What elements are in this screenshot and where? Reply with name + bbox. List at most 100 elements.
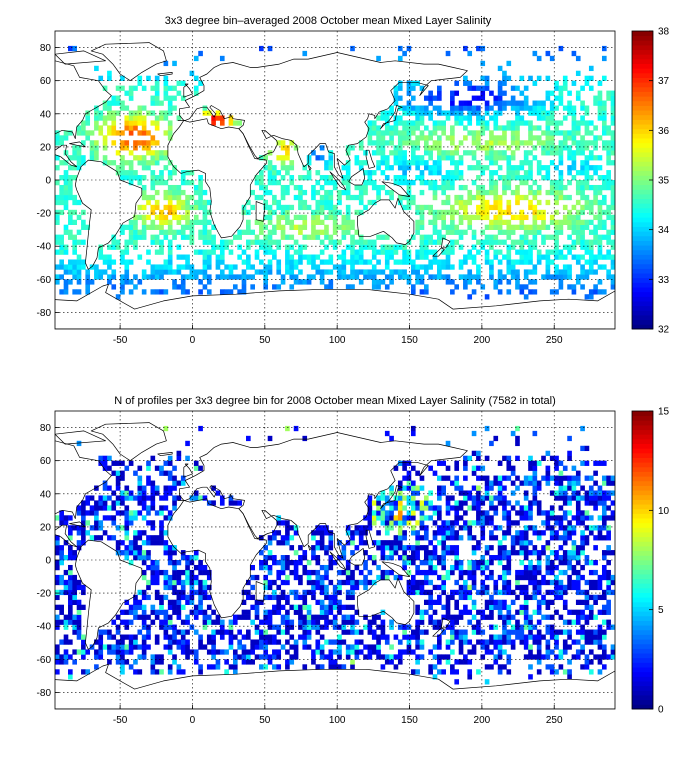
data-bin <box>324 550 329 556</box>
data-bin <box>428 649 433 655</box>
data-bin <box>441 224 446 230</box>
data-bin <box>371 199 377 206</box>
data-bin <box>467 294 473 300</box>
data-bin <box>523 614 529 620</box>
data-bin <box>419 264 425 270</box>
data-bin <box>471 579 477 586</box>
data-bin <box>562 535 568 541</box>
data-bin <box>293 569 299 576</box>
data-bin <box>458 490 464 496</box>
data-bin <box>450 135 455 141</box>
data-bin <box>328 214 334 221</box>
data-bin <box>354 525 360 531</box>
data-bin <box>55 535 60 541</box>
data-bin <box>510 545 516 551</box>
data-bin <box>150 564 156 571</box>
data-bin <box>150 540 156 546</box>
data-bin <box>406 45 412 52</box>
data-bin <box>280 279 286 285</box>
data-bin <box>324 604 329 610</box>
data-bin <box>172 475 177 481</box>
data-bin <box>575 90 581 96</box>
data-bin <box>285 535 290 541</box>
data-bin <box>610 654 615 660</box>
data-bin <box>445 199 451 206</box>
data-bin <box>172 189 177 196</box>
data-bin <box>601 490 607 496</box>
data-bin <box>562 85 568 91</box>
data-bin <box>402 634 407 640</box>
data-bin <box>545 470 551 476</box>
data-bin <box>467 520 473 526</box>
data-bin <box>458 229 464 235</box>
data-bin <box>502 510 507 516</box>
data-bin <box>489 244 494 250</box>
data-bin <box>532 574 538 581</box>
data-bin <box>506 259 512 265</box>
data-bin <box>601 180 607 186</box>
data-bin <box>593 289 598 295</box>
data-bin <box>575 619 581 625</box>
data-bin <box>185 569 190 576</box>
data-bin <box>241 269 247 275</box>
data-bin <box>176 629 182 635</box>
data-bin <box>115 525 121 531</box>
data-bin <box>562 485 568 491</box>
data-bin <box>423 204 429 211</box>
data-bin <box>306 634 312 640</box>
data-bin <box>167 644 173 650</box>
data-bin <box>285 624 290 630</box>
data-bin <box>545 649 551 655</box>
data-bin <box>575 515 581 521</box>
data-bin <box>167 550 173 556</box>
data-bin <box>63 619 69 625</box>
data-bin <box>458 140 464 146</box>
colorbar-segment <box>632 226 653 232</box>
data-bin <box>124 145 130 151</box>
data-bin <box>510 639 516 645</box>
data-bin <box>172 234 177 240</box>
data-bin <box>467 490 473 496</box>
data-bin <box>154 465 160 471</box>
data-bin <box>345 150 351 156</box>
data-bin <box>558 480 564 486</box>
data-bin <box>324 214 329 221</box>
data-bin <box>536 460 542 466</box>
data-bin <box>397 624 403 630</box>
data-bin <box>523 525 529 531</box>
data-bin <box>371 279 377 285</box>
data-bin <box>59 249 64 255</box>
data-bin <box>393 175 399 181</box>
data-bin <box>471 520 477 526</box>
data-bin <box>567 264 572 270</box>
data-bin <box>163 569 169 576</box>
data-bin <box>363 584 368 591</box>
data-bin <box>549 100 555 106</box>
data-bin <box>102 500 108 506</box>
data-bin <box>497 490 503 496</box>
data-bin <box>59 259 64 265</box>
data-bin <box>219 55 225 62</box>
data-bin <box>76 614 82 620</box>
data-bin <box>380 495 386 501</box>
data-bin <box>536 569 542 576</box>
data-bin <box>575 639 581 645</box>
data-bin <box>167 189 173 196</box>
data-bin <box>285 520 290 526</box>
data-bin <box>467 669 473 675</box>
data-bin <box>285 555 290 561</box>
data-bin <box>280 619 286 625</box>
data-bin <box>107 105 112 111</box>
data-bin <box>371 239 377 245</box>
data-bin <box>489 495 494 501</box>
data-bin <box>350 259 355 265</box>
data-bin <box>324 589 329 596</box>
data-bin <box>554 184 559 191</box>
data-bin <box>85 274 91 280</box>
data-bin <box>280 175 286 181</box>
data-bin <box>298 624 303 630</box>
data-bin <box>532 244 538 250</box>
data-bin <box>193 269 199 275</box>
data-bin <box>289 274 295 280</box>
data-bin <box>345 194 351 201</box>
